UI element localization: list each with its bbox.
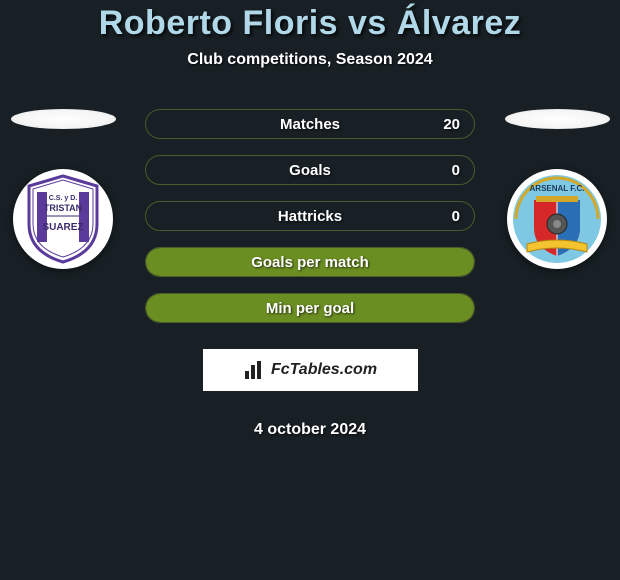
layout: C.S. y D. TRISTAN SUAREZ Matches 20 Goal…: [0, 109, 620, 439]
brand-box[interactable]: FcTables.com: [203, 349, 418, 391]
svg-text:TRISTAN: TRISTAN: [44, 203, 82, 213]
stat-row-goals-per-match: Goals per match: [145, 247, 475, 277]
stats-column: Matches 20 Goals 0 Hattricks 0 Goals per…: [118, 109, 502, 439]
stat-row-goals: Goals 0: [145, 155, 475, 185]
stat-row-matches: Matches 20: [145, 109, 475, 139]
left-team-badge[interactable]: C.S. y D. TRISTAN SUAREZ: [13, 169, 113, 269]
tristan-suarez-crest-icon: C.S. y D. TRISTAN SUAREZ: [23, 174, 103, 264]
stat-value-right: 20: [443, 116, 460, 133]
right-team-badge[interactable]: ARSENAL F.C.: [507, 169, 607, 269]
left-side: C.S. y D. TRISTAN SUAREZ: [8, 109, 118, 269]
subtitle: Club competitions, Season 2024: [0, 51, 620, 69]
page-title: Roberto Floris vs Álvarez: [0, 4, 620, 43]
brand-text: FcTables.com: [271, 361, 377, 379]
stat-value-right: 0: [452, 208, 460, 225]
svg-text:C.S. y D.: C.S. y D.: [49, 195, 77, 202]
left-indicator-ellipse: [11, 109, 116, 129]
date-text: 4 october 2024: [254, 421, 366, 439]
comparison-widget: Roberto Floris vs Álvarez Club competiti…: [0, 0, 620, 439]
stat-value-right: 0: [452, 162, 460, 179]
right-side: ARSENAL F.C.: [502, 109, 612, 269]
stat-row-hattricks: Hattricks 0: [145, 201, 475, 231]
stat-label: Hattricks: [278, 208, 342, 225]
stat-label: Matches: [280, 116, 340, 133]
stat-row-min-per-goal: Min per goal: [145, 293, 475, 323]
bars-icon: [243, 359, 265, 381]
svg-text:SUAREZ: SUAREZ: [42, 222, 83, 233]
arsenal-fc-crest-icon: ARSENAL F.C.: [512, 174, 602, 264]
stat-label: Goals: [289, 162, 331, 179]
stat-label: Goals per match: [251, 254, 369, 271]
stat-label: Min per goal: [266, 300, 354, 317]
right-indicator-ellipse: [505, 109, 610, 129]
svg-text:ARSENAL F.C.: ARSENAL F.C.: [530, 184, 585, 193]
